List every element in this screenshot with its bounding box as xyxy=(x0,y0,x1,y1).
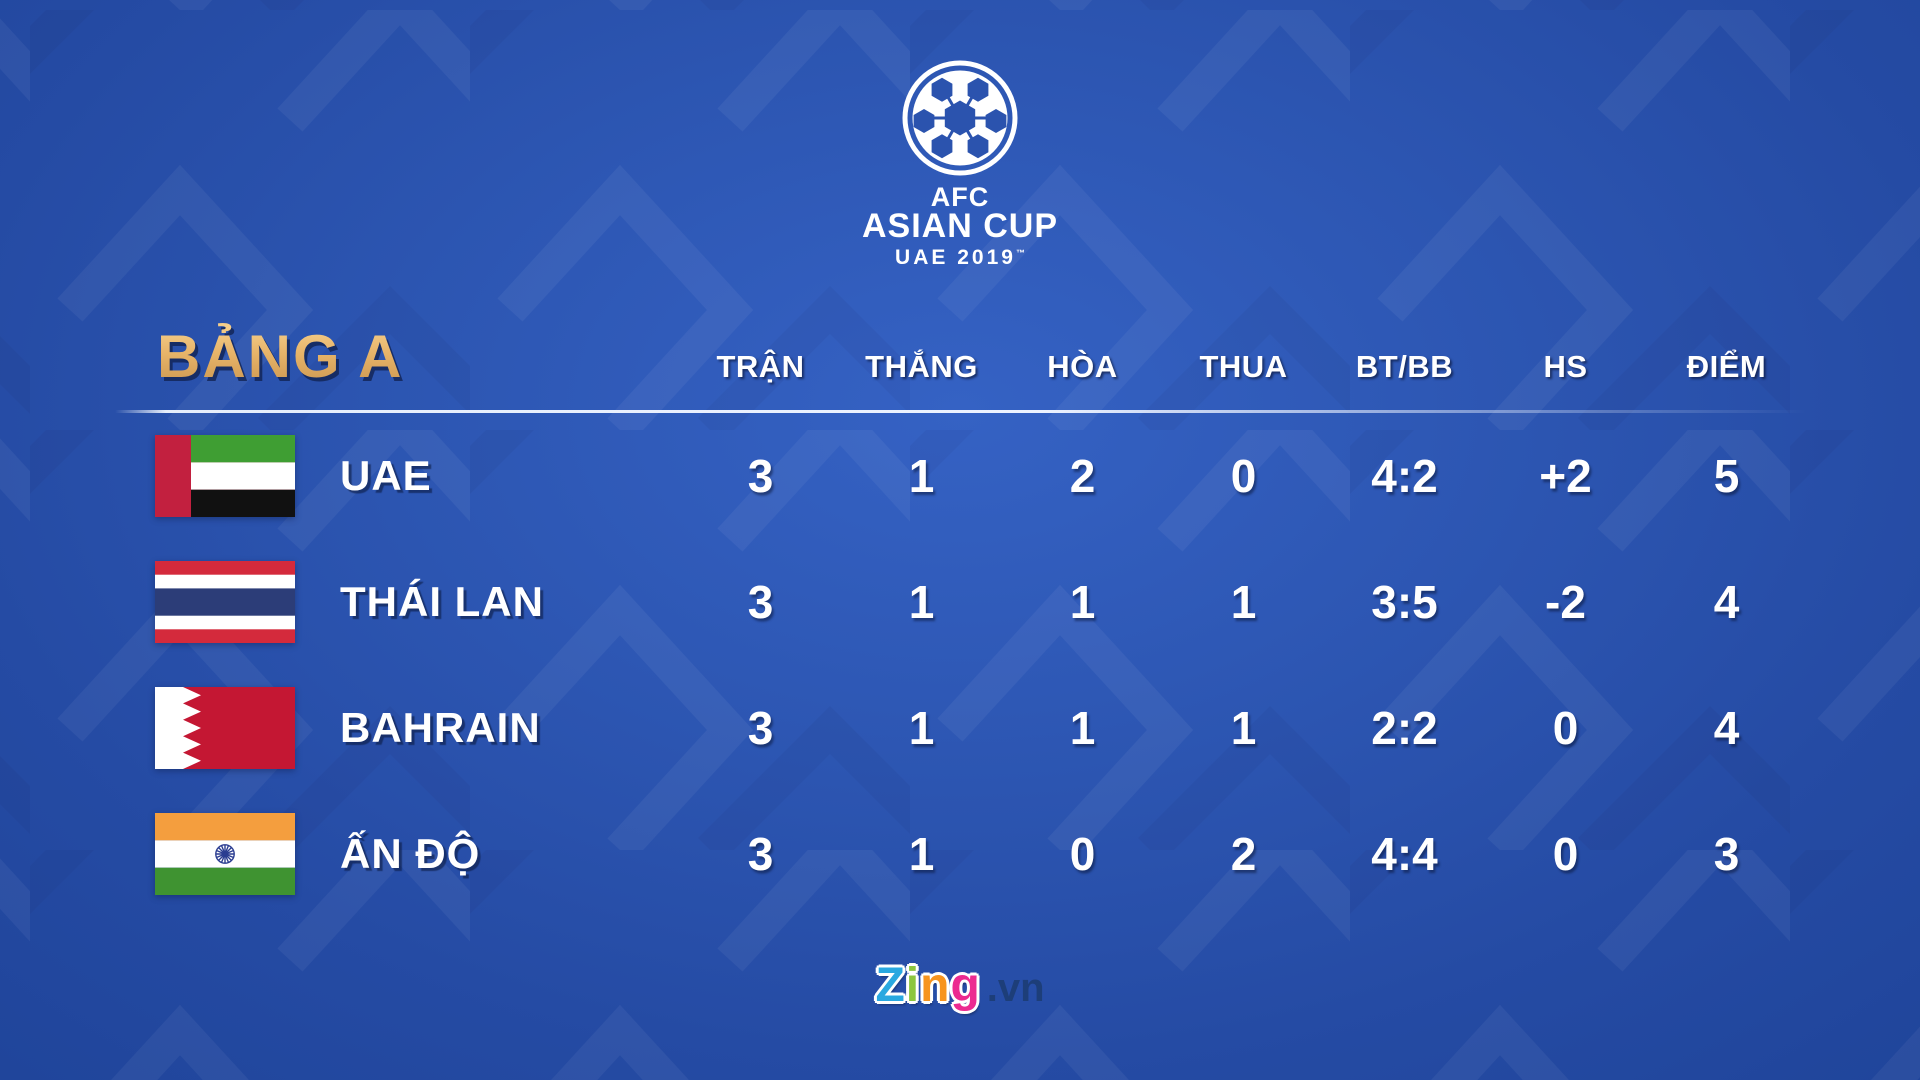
trademark-symbol: ™ xyxy=(1015,248,1025,258)
stat-lost: 0 xyxy=(1230,450,1257,502)
stat-goals: 4:4 xyxy=(1371,828,1438,880)
stat-goals: 3:5 xyxy=(1371,576,1438,628)
column-header-goals: BT/BB xyxy=(1355,349,1454,384)
logo-edition: UAE 2019™ xyxy=(895,246,1025,269)
team-name: UAE xyxy=(340,452,432,499)
team-name: THÁI LAN xyxy=(340,578,544,625)
bahrain-flag xyxy=(155,687,295,769)
stat-diff: 0 xyxy=(1552,702,1579,754)
brand-letter: Z xyxy=(875,959,906,1012)
brand-letter: g xyxy=(950,959,981,1012)
team-cell: THÁI LAN xyxy=(115,561,680,643)
stat-played: 3 xyxy=(747,450,774,502)
stat-played: 3 xyxy=(747,702,774,754)
stat-played: 3 xyxy=(747,576,774,628)
stat-diff: -2 xyxy=(1545,576,1586,628)
uae-flag xyxy=(155,435,295,517)
table-row: ẤN ĐỘ 3 1 0 2 4:4 0 3 xyxy=(115,791,1807,917)
team-cell: BAHRAIN xyxy=(115,687,680,769)
stat-lost: 1 xyxy=(1230,702,1257,754)
stat-played: 3 xyxy=(747,828,774,880)
soccer-ball-icon xyxy=(902,60,1018,176)
column-header-drawn: HÒA xyxy=(1047,349,1118,384)
column-header-won: THẮNG xyxy=(865,349,978,384)
brand-letter: n xyxy=(920,959,951,1012)
brand-suffix: .vn xyxy=(986,966,1045,1010)
logo-federation: AFC xyxy=(930,182,990,212)
header-divider xyxy=(115,410,1807,413)
table-row: THÁI LAN 3 1 1 1 3:5 -2 4 xyxy=(115,539,1807,665)
team-cell: ẤN ĐỘ xyxy=(115,813,680,895)
table-row: UAE 3 1 2 0 4:2 +2 5 xyxy=(115,413,1807,539)
stat-drawn: 0 xyxy=(1069,828,1096,880)
stat-points: 4 xyxy=(1713,702,1740,754)
team-name: ẤN ĐỘ xyxy=(340,830,481,877)
stat-diff: 0 xyxy=(1552,828,1579,880)
stat-drawn: 1 xyxy=(1069,576,1096,628)
brand-letter: i xyxy=(905,959,921,1012)
group-title: BẢNG A xyxy=(115,322,680,391)
stat-lost: 2 xyxy=(1230,828,1257,880)
india-flag xyxy=(155,813,295,895)
stat-goals: 4:2 xyxy=(1371,450,1438,502)
stat-won: 1 xyxy=(908,576,935,628)
standings-table: BẢNG A TRẬN THẮNG HÒA THUA BT/BB HS ĐIỂM… xyxy=(115,322,1807,917)
column-header-points: ĐIỂM xyxy=(1686,349,1767,384)
zing-vn-logo: Zing .vn xyxy=(0,958,1920,1013)
stat-points: 3 xyxy=(1713,828,1740,880)
column-header-played: TRẬN xyxy=(716,349,805,384)
stat-won: 1 xyxy=(908,450,935,502)
stat-won: 1 xyxy=(908,702,935,754)
stat-drawn: 1 xyxy=(1069,702,1096,754)
thailand-flag xyxy=(155,561,295,643)
tournament-logo: AFC ASIAN CUP UAE 2019™ xyxy=(0,58,1920,269)
column-header-diff: HS xyxy=(1543,349,1588,384)
table-header-row: BẢNG A TRẬN THẮNG HÒA THUA BT/BB HS ĐIỂM xyxy=(115,322,1807,396)
stat-points: 4 xyxy=(1713,576,1740,628)
stat-goals: 2:2 xyxy=(1371,702,1438,754)
table-row: BAHRAIN 3 1 1 1 2:2 0 4 xyxy=(115,665,1807,791)
stat-won: 1 xyxy=(908,828,935,880)
team-name: BAHRAIN xyxy=(340,704,541,751)
stat-drawn: 2 xyxy=(1069,450,1096,502)
stat-points: 5 xyxy=(1713,450,1740,502)
stat-diff: +2 xyxy=(1539,450,1592,502)
column-header-lost: THUA xyxy=(1199,349,1288,384)
logo-tournament-name: ASIAN CUP xyxy=(861,207,1059,245)
stat-lost: 1 xyxy=(1230,576,1257,628)
team-cell: UAE xyxy=(115,435,680,517)
